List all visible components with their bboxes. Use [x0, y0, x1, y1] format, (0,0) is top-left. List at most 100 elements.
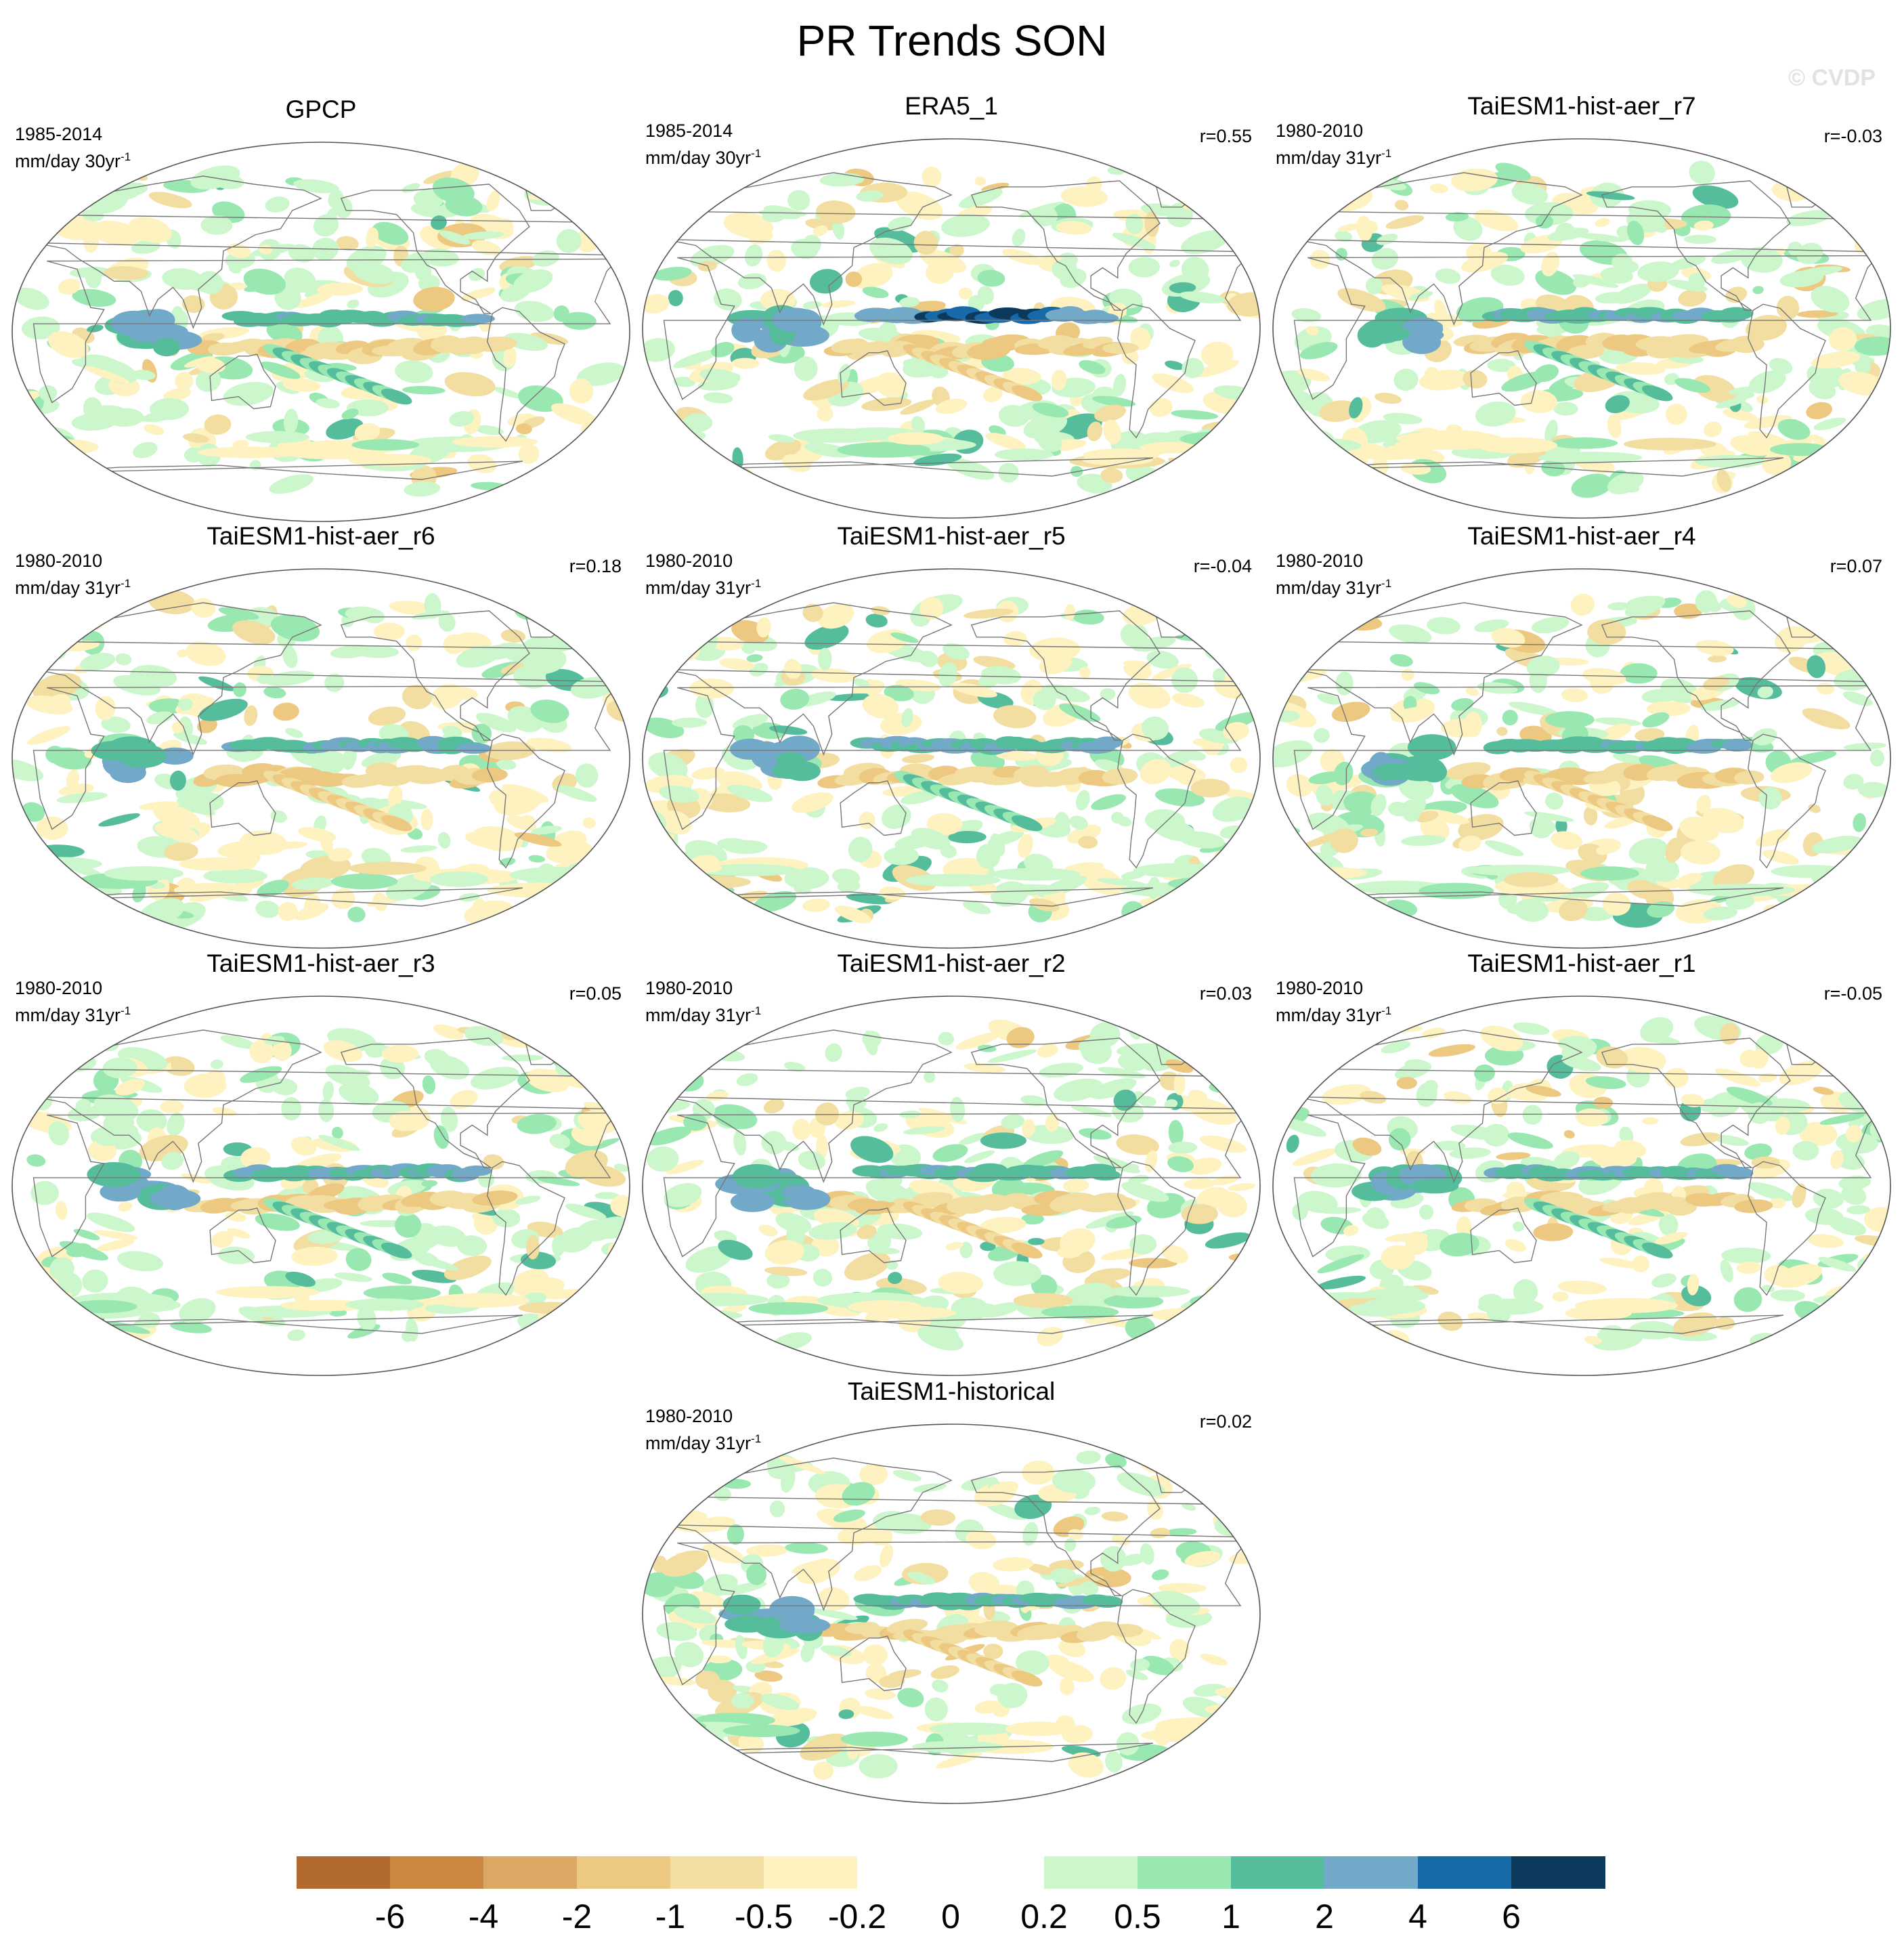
- trend-cell: [1853, 813, 1866, 832]
- trend-cell: [1672, 1312, 1718, 1337]
- trend-cell: [1127, 1018, 1142, 1040]
- trend-cell: [737, 273, 767, 290]
- trend-cell: [1152, 1569, 1169, 1581]
- trend-cell: [643, 608, 666, 626]
- trend-cell: [437, 832, 451, 849]
- colorbar-swatch: [764, 1856, 858, 1889]
- trend-cell: [1825, 458, 1849, 477]
- trend-cell: [584, 620, 598, 645]
- trend-cell: [1197, 1335, 1212, 1352]
- trend-cell: [1450, 1124, 1501, 1140]
- trend-cell: [603, 404, 616, 414]
- trend-cell: [528, 855, 545, 863]
- trend-cell: [171, 1058, 185, 1072]
- trend-cell: [1178, 831, 1225, 849]
- trend-cell: [265, 196, 290, 213]
- australia-outline: [1470, 350, 1537, 406]
- trend-cell: [198, 698, 248, 721]
- trend-cell: [1575, 1108, 1608, 1127]
- trend-cell: [1769, 1197, 1786, 1209]
- trend-cell: [1181, 230, 1229, 255]
- trend-cell: [1298, 1191, 1338, 1214]
- southern-ocean-band: [1551, 437, 1618, 449]
- units-exponent: -1: [121, 577, 131, 590]
- trend-cell: [1491, 628, 1526, 648]
- trend-cell: [683, 413, 713, 432]
- trend-cell: [1458, 835, 1481, 852]
- colorbar-swatch: [951, 1856, 1045, 1889]
- trend-cell: [1012, 228, 1026, 247]
- trend-cell: [1273, 821, 1301, 834]
- trend-cell: [1195, 360, 1239, 378]
- colorbar-tick-label: -6: [374, 1898, 406, 1935]
- trend-cell: [936, 1751, 982, 1769]
- trend-cell: [1205, 1285, 1226, 1293]
- australia-outline: [209, 780, 276, 836]
- trend-cell: [1181, 1023, 1218, 1040]
- trend-cell: [959, 1132, 987, 1145]
- trend-cell: [501, 1054, 544, 1062]
- trend-cell: [442, 725, 462, 738]
- period-years: 1980-2010: [15, 551, 103, 571]
- trend-cell: [18, 1302, 37, 1325]
- indian-ocean-anomaly: [1357, 323, 1387, 348]
- dry-band: [1567, 344, 1605, 360]
- trend-cell: [712, 1104, 758, 1130]
- trend-cell: [1217, 174, 1229, 182]
- trend-cell: [1125, 1316, 1156, 1341]
- trend-cell: [719, 658, 755, 670]
- map-border: [12, 568, 630, 949]
- trend-cell: [899, 297, 920, 307]
- trend-cell: [586, 226, 630, 236]
- trend-cell: [802, 898, 830, 912]
- trend-cell: [592, 1271, 618, 1296]
- trend-cell: [1100, 1667, 1127, 1690]
- trend-cell: [1577, 233, 1626, 242]
- trend-cell: [932, 1144, 968, 1162]
- trend-cell: [1836, 1132, 1878, 1154]
- trend-cell: [1213, 668, 1226, 683]
- trend-cell: [450, 1090, 478, 1109]
- trend-cell: [1282, 652, 1304, 662]
- trend-cell: [958, 1303, 997, 1317]
- trend-cell: [270, 614, 320, 642]
- dry-band: [1729, 335, 1765, 354]
- panel-title: TaiESM1-hist-aer_r3: [207, 949, 435, 977]
- trend-cell: [1045, 1113, 1060, 1132]
- pattern-correlation: r=-0.05: [1823, 983, 1882, 1004]
- trend-cell: [727, 784, 773, 803]
- units-exponent: -1: [1381, 577, 1392, 590]
- figure-title: PR Trends SON: [796, 16, 1108, 65]
- trend-cell: [1831, 872, 1853, 883]
- trend-cell: [1128, 1175, 1150, 1184]
- trend-cell: [978, 673, 999, 689]
- trend-cell: [200, 215, 233, 235]
- trend-cell: [610, 194, 630, 207]
- pattern-correlation: r=0.02: [1199, 1411, 1252, 1432]
- trend-cell: [1100, 468, 1123, 484]
- trend-cell: [646, 868, 659, 878]
- trend-cell: [1385, 1233, 1429, 1242]
- trend-cell: [817, 647, 832, 671]
- trend-cell: [1798, 897, 1819, 911]
- trend-cell: [555, 785, 597, 802]
- trend-cell: [844, 1252, 891, 1281]
- trend-cell: [666, 429, 694, 452]
- trend-cell: [536, 1176, 580, 1186]
- trend-cell: [1586, 191, 1635, 200]
- trend-cell: [672, 1070, 704, 1092]
- trend-cell: [1196, 1186, 1230, 1210]
- trend-cell: [87, 1031, 119, 1052]
- trend-cell: [197, 271, 223, 295]
- trend-cell: [1641, 1034, 1681, 1045]
- trend-cell: [14, 653, 40, 677]
- australia-outline: [1470, 1207, 1537, 1264]
- trend-cell: [1714, 1317, 1735, 1330]
- trend-cell: [727, 1524, 745, 1545]
- trend-cell: [101, 1321, 150, 1334]
- trend-cell: [362, 608, 385, 624]
- colorbar-tick-label: -1: [655, 1898, 686, 1935]
- trend-cell: [685, 1474, 701, 1493]
- trend-cell: [892, 1470, 922, 1482]
- panel-period: 1980-2010 mm/day 31yr-1: [1276, 120, 1391, 169]
